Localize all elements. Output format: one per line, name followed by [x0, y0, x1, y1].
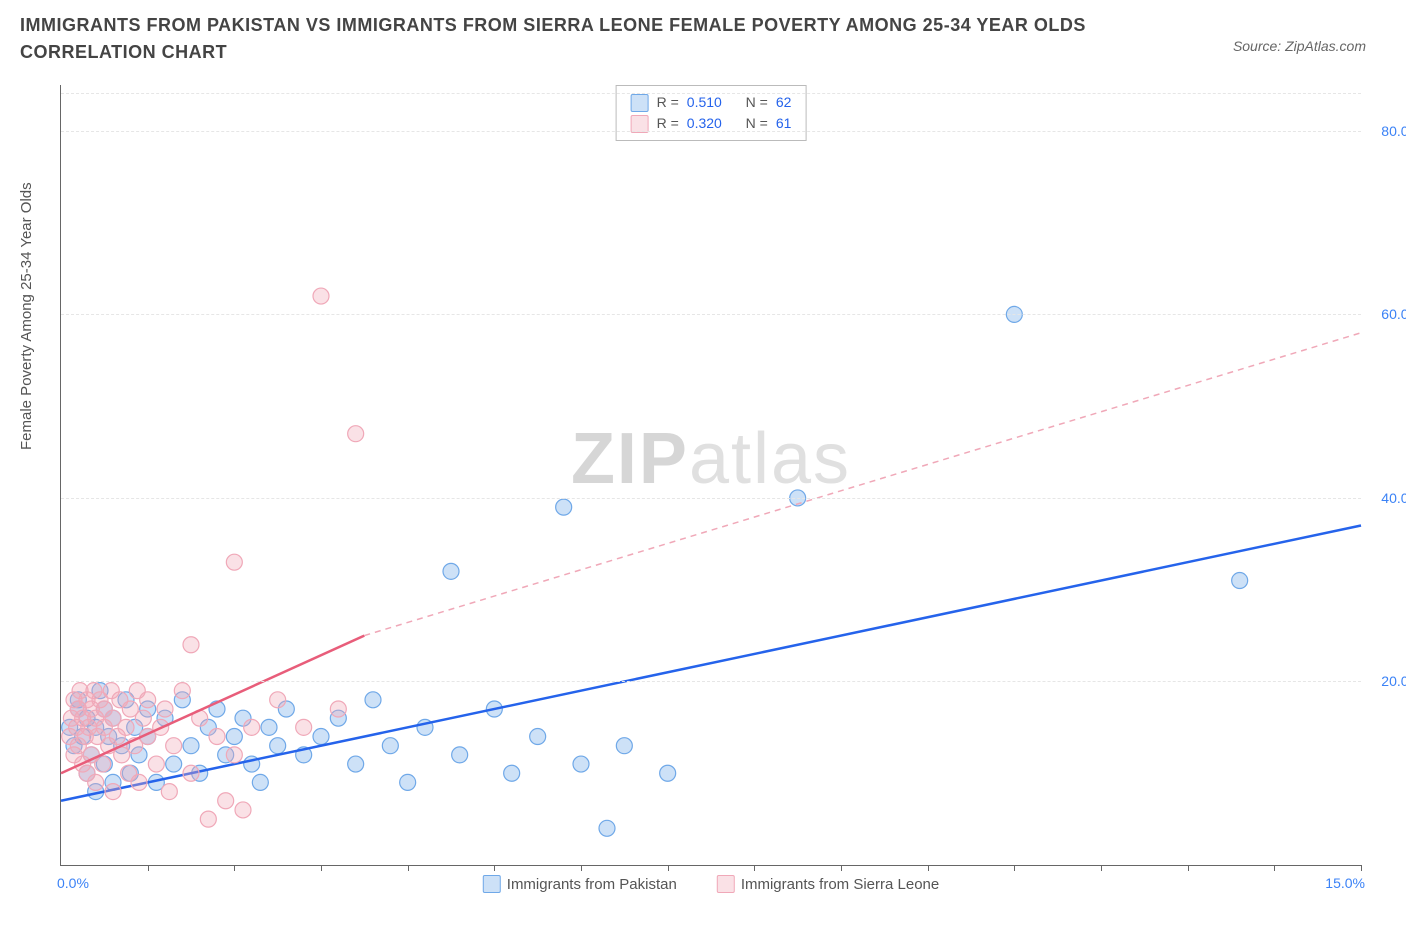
scatter-point: [209, 729, 225, 745]
scatter-point: [105, 784, 121, 800]
x-tick-mark: [1274, 865, 1275, 871]
scatter-point: [118, 719, 134, 735]
y-tick-label: 40.0%: [1366, 490, 1406, 506]
scatter-point: [161, 784, 177, 800]
scatter-point: [616, 738, 632, 754]
scatter-point: [313, 288, 329, 304]
scatter-point: [183, 637, 199, 653]
scatter-point: [183, 738, 199, 754]
legend-item-label: Immigrants from Sierra Leone: [741, 876, 939, 893]
legend-item: Immigrants from Pakistan: [483, 875, 677, 893]
scatter-point: [140, 692, 156, 708]
y-axis-label: Female Poverty Among 25-34 Year Olds: [18, 182, 35, 450]
scatter-point: [135, 710, 151, 726]
scatter-point: [252, 774, 268, 790]
scatter-point: [166, 756, 182, 772]
scatter-point: [88, 774, 104, 790]
scatter-point: [166, 738, 182, 754]
x-tick-mark: [1014, 865, 1015, 871]
x-tick-mark: [1101, 865, 1102, 871]
x-tick-mark: [754, 865, 755, 871]
y-tick-label: 20.0%: [1366, 673, 1406, 689]
scatter-point: [148, 756, 164, 772]
scatter-point: [226, 747, 242, 763]
scatter-point: [226, 729, 242, 745]
scatter-point: [235, 802, 251, 818]
scatter-point: [556, 499, 572, 515]
scatter-point: [400, 774, 416, 790]
legend-item-label: Immigrants from Pakistan: [507, 876, 677, 893]
y-tick-label: 80.0%: [1366, 123, 1406, 139]
scatter-point: [443, 563, 459, 579]
x-end-label: 15.0%: [1325, 875, 1365, 891]
gridline: [61, 314, 1361, 315]
chart-title: IMMIGRANTS FROM PAKISTAN VS IMMIGRANTS F…: [20, 12, 1140, 66]
scatter-point: [174, 683, 190, 699]
x-tick-mark: [494, 865, 495, 871]
scatter-point: [244, 719, 260, 735]
scatter-point: [504, 765, 520, 781]
trend-line-dashed: [364, 333, 1361, 636]
scatter-point: [183, 765, 199, 781]
scatter-point: [95, 756, 111, 772]
scatter-point: [452, 747, 468, 763]
scatter-point: [348, 426, 364, 442]
scatter-point: [348, 756, 364, 772]
x-tick-mark: [321, 865, 322, 871]
gridline: [61, 93, 1361, 94]
scatter-point: [131, 774, 147, 790]
scatter-point: [261, 719, 277, 735]
x-tick-mark: [148, 865, 149, 871]
legend-item: Immigrants from Sierra Leone: [717, 875, 939, 893]
gridline: [61, 131, 1361, 132]
scatter-point: [296, 719, 312, 735]
scatter-point: [270, 692, 286, 708]
scatter-point: [200, 811, 216, 827]
x-tick-mark: [408, 865, 409, 871]
scatter-point: [599, 820, 615, 836]
scatter-point: [218, 793, 234, 809]
plot-area: ZIPatlas R = 0.510 N = 62 R = 0.320 N = …: [60, 85, 1361, 866]
x-tick-mark: [668, 865, 669, 871]
x-tick-mark: [928, 865, 929, 871]
scatter-point: [660, 765, 676, 781]
scatter-point: [270, 738, 286, 754]
swatch-icon: [717, 875, 735, 893]
x-tick-mark: [1188, 865, 1189, 871]
scatter-point: [157, 701, 173, 717]
gridline: [61, 681, 1361, 682]
x-tick-mark: [234, 865, 235, 871]
scatter-point: [573, 756, 589, 772]
trend-line: [61, 525, 1361, 800]
scatter-point: [330, 701, 346, 717]
x-tick-mark: [1361, 865, 1362, 871]
scatter-point: [1232, 573, 1248, 589]
x-tick-mark: [841, 865, 842, 871]
scatter-point: [365, 692, 381, 708]
y-tick-label: 60.0%: [1366, 306, 1406, 322]
scatter-point: [382, 738, 398, 754]
gridline: [61, 498, 1361, 499]
plot-svg: [61, 85, 1361, 865]
legend-bottom: Immigrants from Pakistan Immigrants from…: [483, 875, 939, 893]
scatter-point: [226, 554, 242, 570]
source-label: Source: ZipAtlas.com: [1233, 38, 1366, 54]
x-tick-mark: [581, 865, 582, 871]
scatter-point: [313, 729, 329, 745]
swatch-icon: [483, 875, 501, 893]
x-start-label: 0.0%: [57, 875, 89, 891]
scatter-point: [530, 729, 546, 745]
